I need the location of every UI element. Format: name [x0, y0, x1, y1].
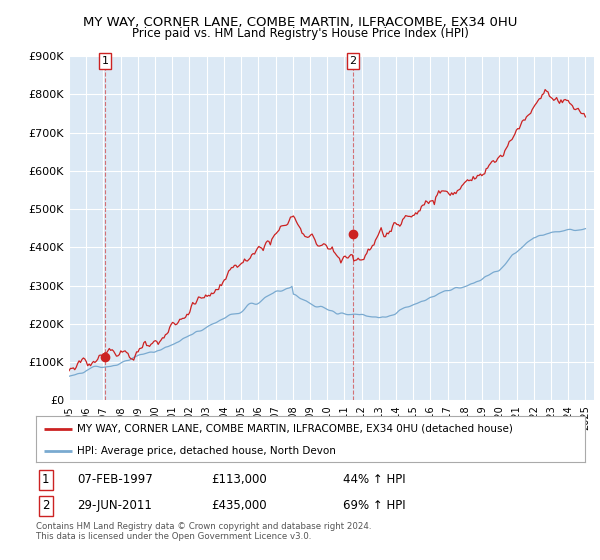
Text: 07-FEB-1997: 07-FEB-1997 — [77, 473, 153, 486]
Text: MY WAY, CORNER LANE, COMBE MARTIN, ILFRACOMBE, EX34 0HU: MY WAY, CORNER LANE, COMBE MARTIN, ILFRA… — [83, 16, 517, 29]
Text: £113,000: £113,000 — [212, 473, 268, 486]
Text: 44% ↑ HPI: 44% ↑ HPI — [343, 473, 406, 486]
Text: MY WAY, CORNER LANE, COMBE MARTIN, ILFRACOMBE, EX34 0HU (detached house): MY WAY, CORNER LANE, COMBE MARTIN, ILFRA… — [77, 424, 513, 434]
Text: 2: 2 — [42, 500, 50, 512]
Text: 1: 1 — [101, 56, 109, 66]
Text: 1: 1 — [42, 473, 50, 486]
Text: 29-JUN-2011: 29-JUN-2011 — [77, 500, 152, 512]
Text: Price paid vs. HM Land Registry's House Price Index (HPI): Price paid vs. HM Land Registry's House … — [131, 27, 469, 40]
Text: 69% ↑ HPI: 69% ↑ HPI — [343, 500, 406, 512]
Text: £435,000: £435,000 — [212, 500, 268, 512]
Text: HPI: Average price, detached house, North Devon: HPI: Average price, detached house, Nort… — [77, 446, 336, 455]
Text: 2: 2 — [349, 56, 356, 66]
Text: Contains HM Land Registry data © Crown copyright and database right 2024.
This d: Contains HM Land Registry data © Crown c… — [36, 522, 371, 542]
